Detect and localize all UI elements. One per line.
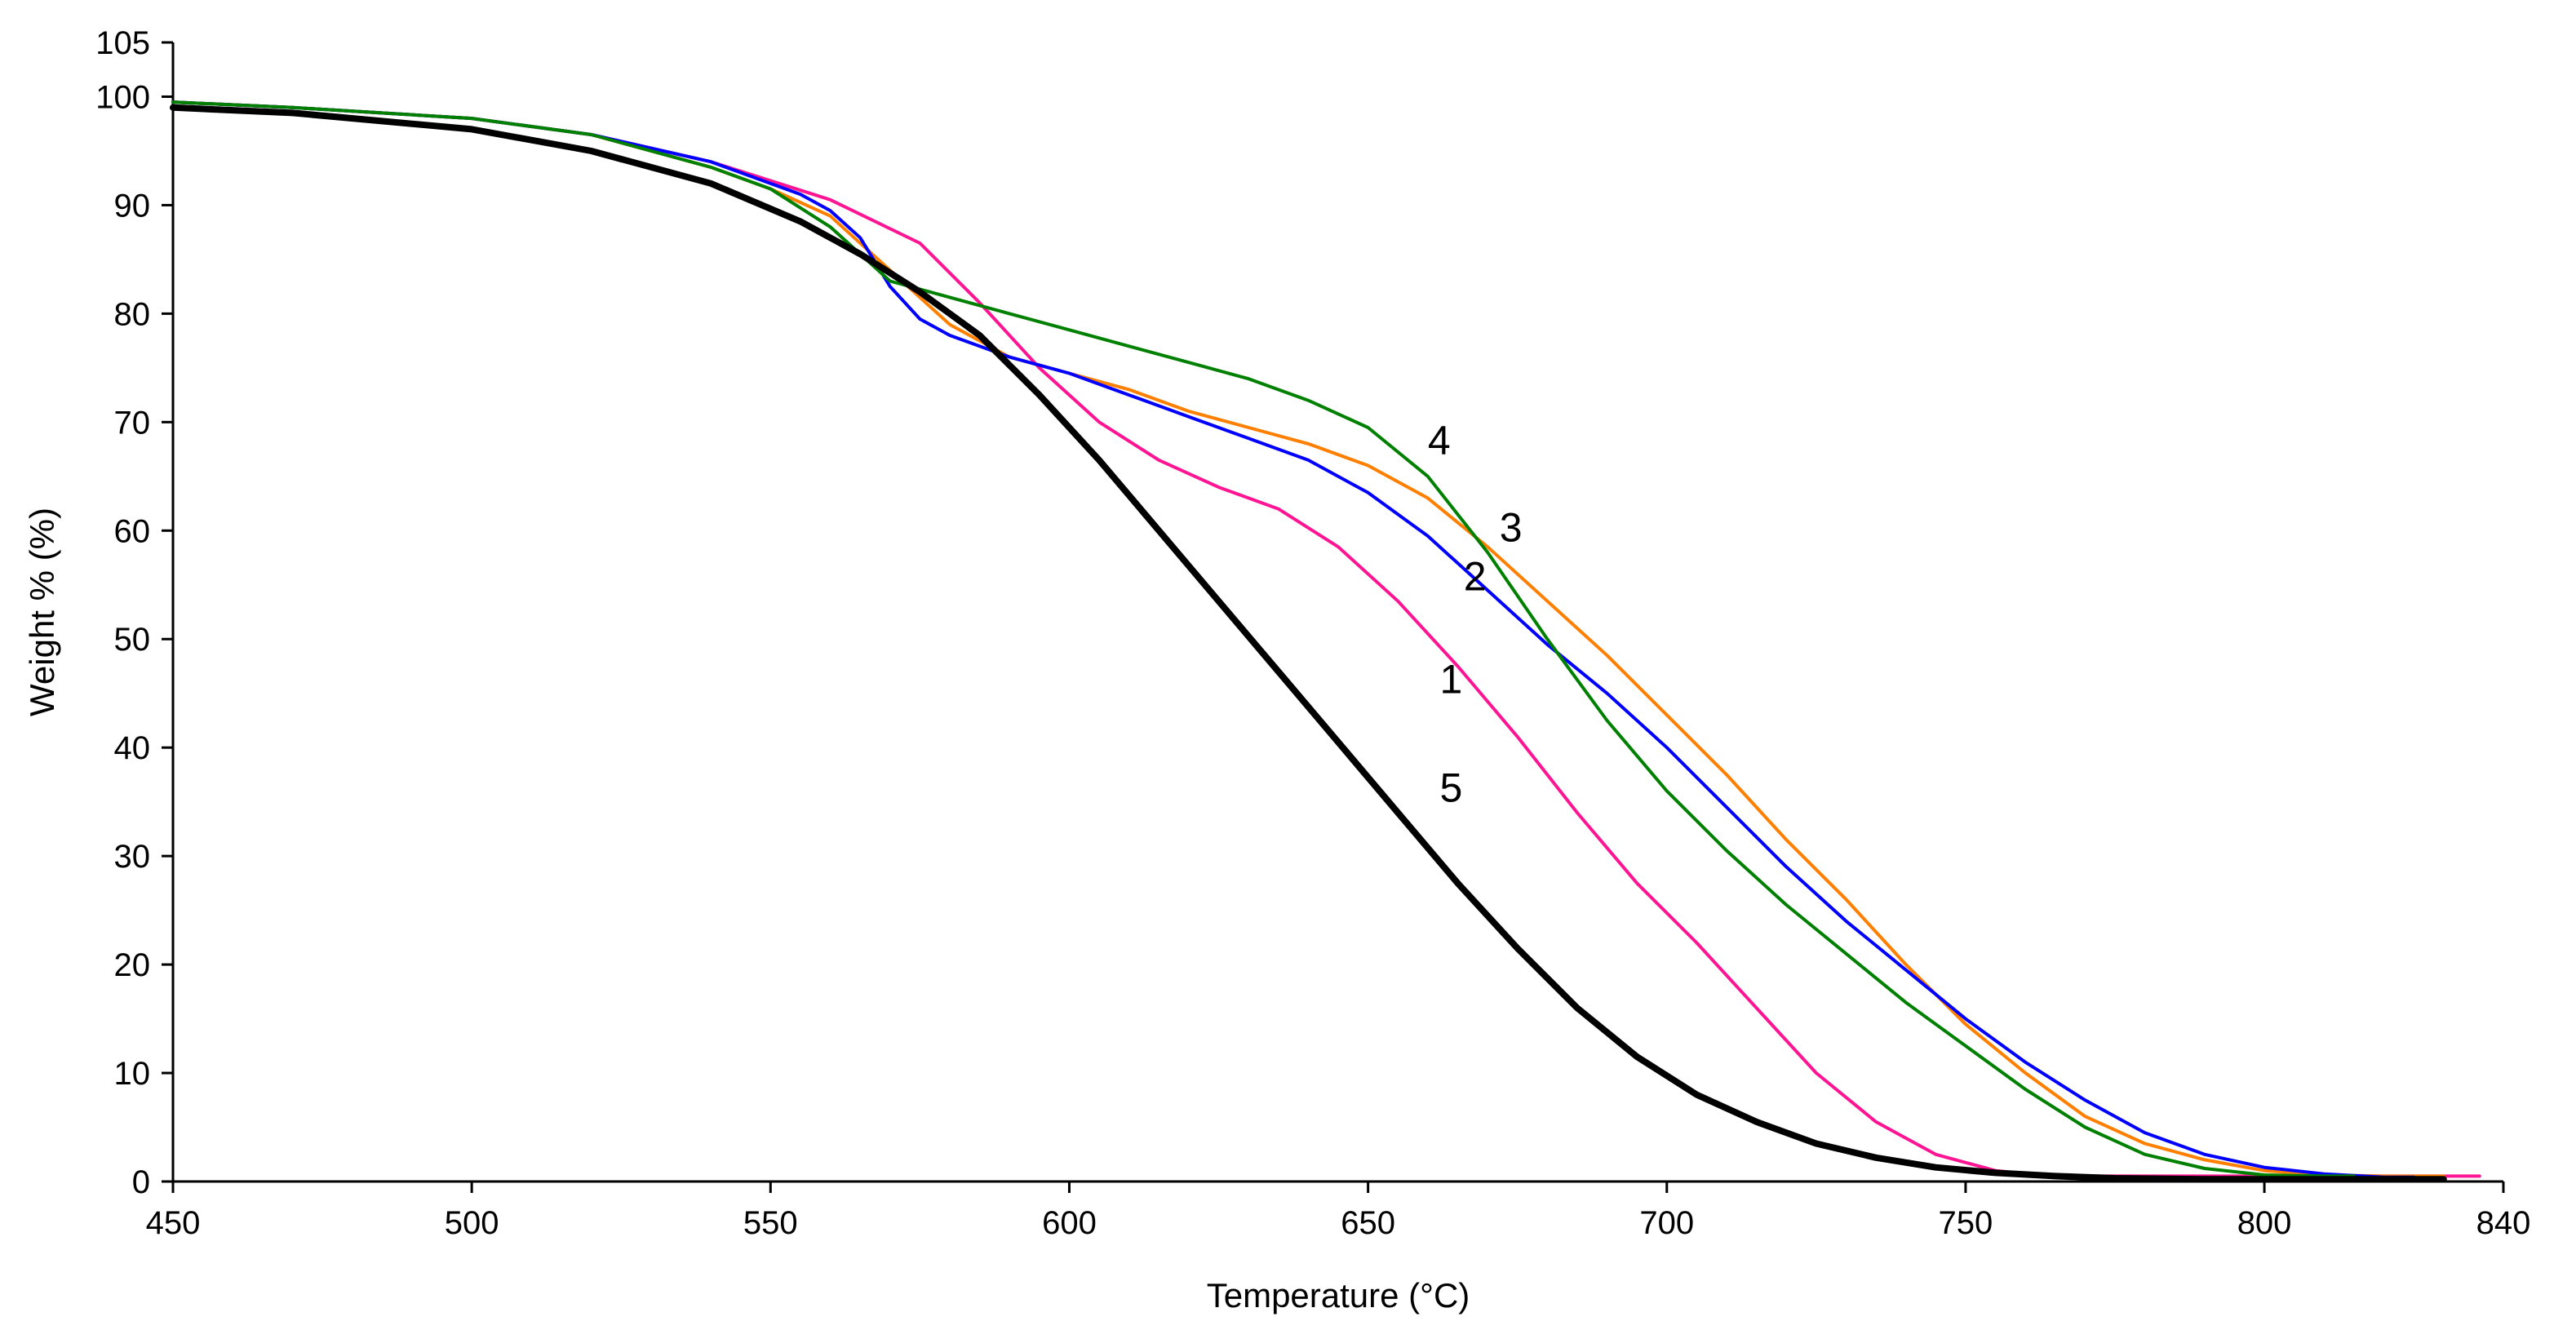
x-tick-label: 550 [743, 1205, 798, 1241]
y-tick-label: 20 [114, 947, 151, 983]
x-tick-label: 450 [146, 1205, 201, 1241]
y-tick-label: 0 [132, 1164, 150, 1200]
series-line-5 [170, 104, 2447, 1183]
y-tick-label: 80 [114, 296, 151, 332]
y-tick-label: 70 [114, 405, 151, 441]
y-tick-label: 10 [114, 1056, 151, 1092]
y-tick-label: 105 [95, 25, 150, 61]
y-tick-label: 50 [114, 622, 151, 658]
y-axis-title: Weight % (%) [23, 508, 61, 716]
y-tick-label: 100 [95, 79, 150, 115]
curve-label-5: 5 [1439, 765, 1462, 811]
series-line-1 [171, 100, 2481, 1178]
x-axis-title: Temperature (°C) [1207, 1276, 1470, 1314]
curve-label-2: 2 [1464, 553, 1487, 599]
x-tick-label: 800 [2237, 1205, 2292, 1241]
series-layer [170, 100, 2481, 1183]
y-tick-label: 60 [114, 513, 151, 549]
curve-label-3: 3 [1500, 505, 1523, 551]
ticks: 450 500 550 600 650 700 750 800 840 0 10 20 30 40 50 60… [95, 25, 2530, 1241]
axes [171, 42, 2503, 1183]
series-line-2 [171, 100, 2445, 1178]
series-line-3 [171, 100, 2416, 1179]
x-tick-label: 840 [2476, 1205, 2531, 1241]
x-tick-label: 750 [1939, 1205, 1993, 1241]
curve-label-4: 4 [1428, 418, 1451, 463]
x-tick-label: 700 [1639, 1205, 1694, 1241]
x-tick-label: 500 [445, 1205, 499, 1241]
series-line-4 [171, 100, 2356, 1178]
curve-label-1: 1 [1439, 657, 1462, 703]
y-tick-label: 90 [114, 188, 151, 224]
y-tick-label: 40 [114, 730, 151, 766]
x-tick-label: 600 [1042, 1205, 1097, 1241]
x-tick-label: 650 [1341, 1205, 1395, 1241]
y-tick-label: 30 [114, 839, 151, 875]
